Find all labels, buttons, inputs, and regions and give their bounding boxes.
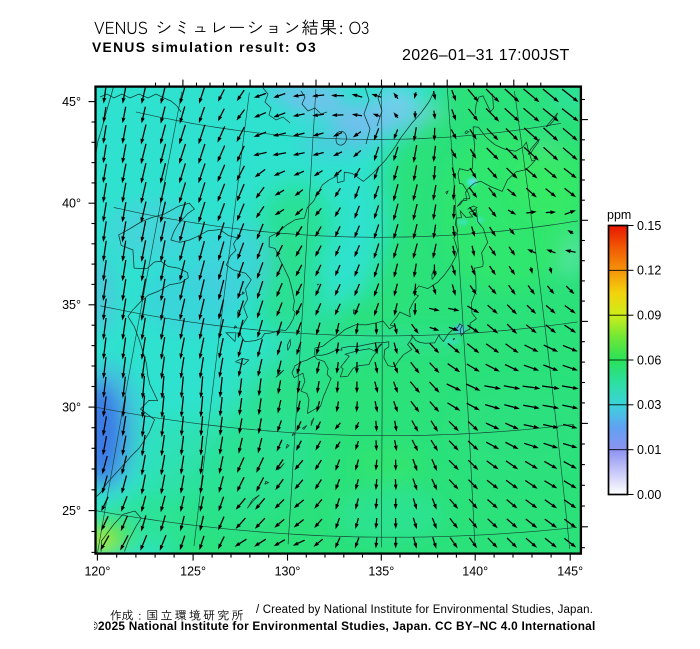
svg-text:45°: 45° [62,95,81,109]
svg-text:0.12: 0.12 [637,264,661,278]
svg-text:30°: 30° [62,400,81,414]
svg-text:35°: 35° [62,298,81,312]
svg-text:135°: 135° [368,565,394,579]
svg-text:ppm: ppm [607,208,631,222]
svg-text:0.06: 0.06 [637,353,661,367]
svg-text:0.00: 0.00 [637,488,661,502]
svg-text:120°: 120° [84,565,110,579]
svg-text:0.15: 0.15 [637,219,661,233]
svg-text:140°: 140° [462,565,488,579]
svg-text:25°: 25° [62,504,81,518]
svg-text:0.09: 0.09 [637,309,661,323]
svg-text:0.01: 0.01 [637,443,661,457]
svg-text:130°: 130° [275,565,301,579]
svg-text:145°: 145° [557,565,583,579]
svg-text:125°: 125° [180,565,206,579]
svg-text:40°: 40° [62,197,81,211]
svg-text:0.03: 0.03 [637,398,661,412]
